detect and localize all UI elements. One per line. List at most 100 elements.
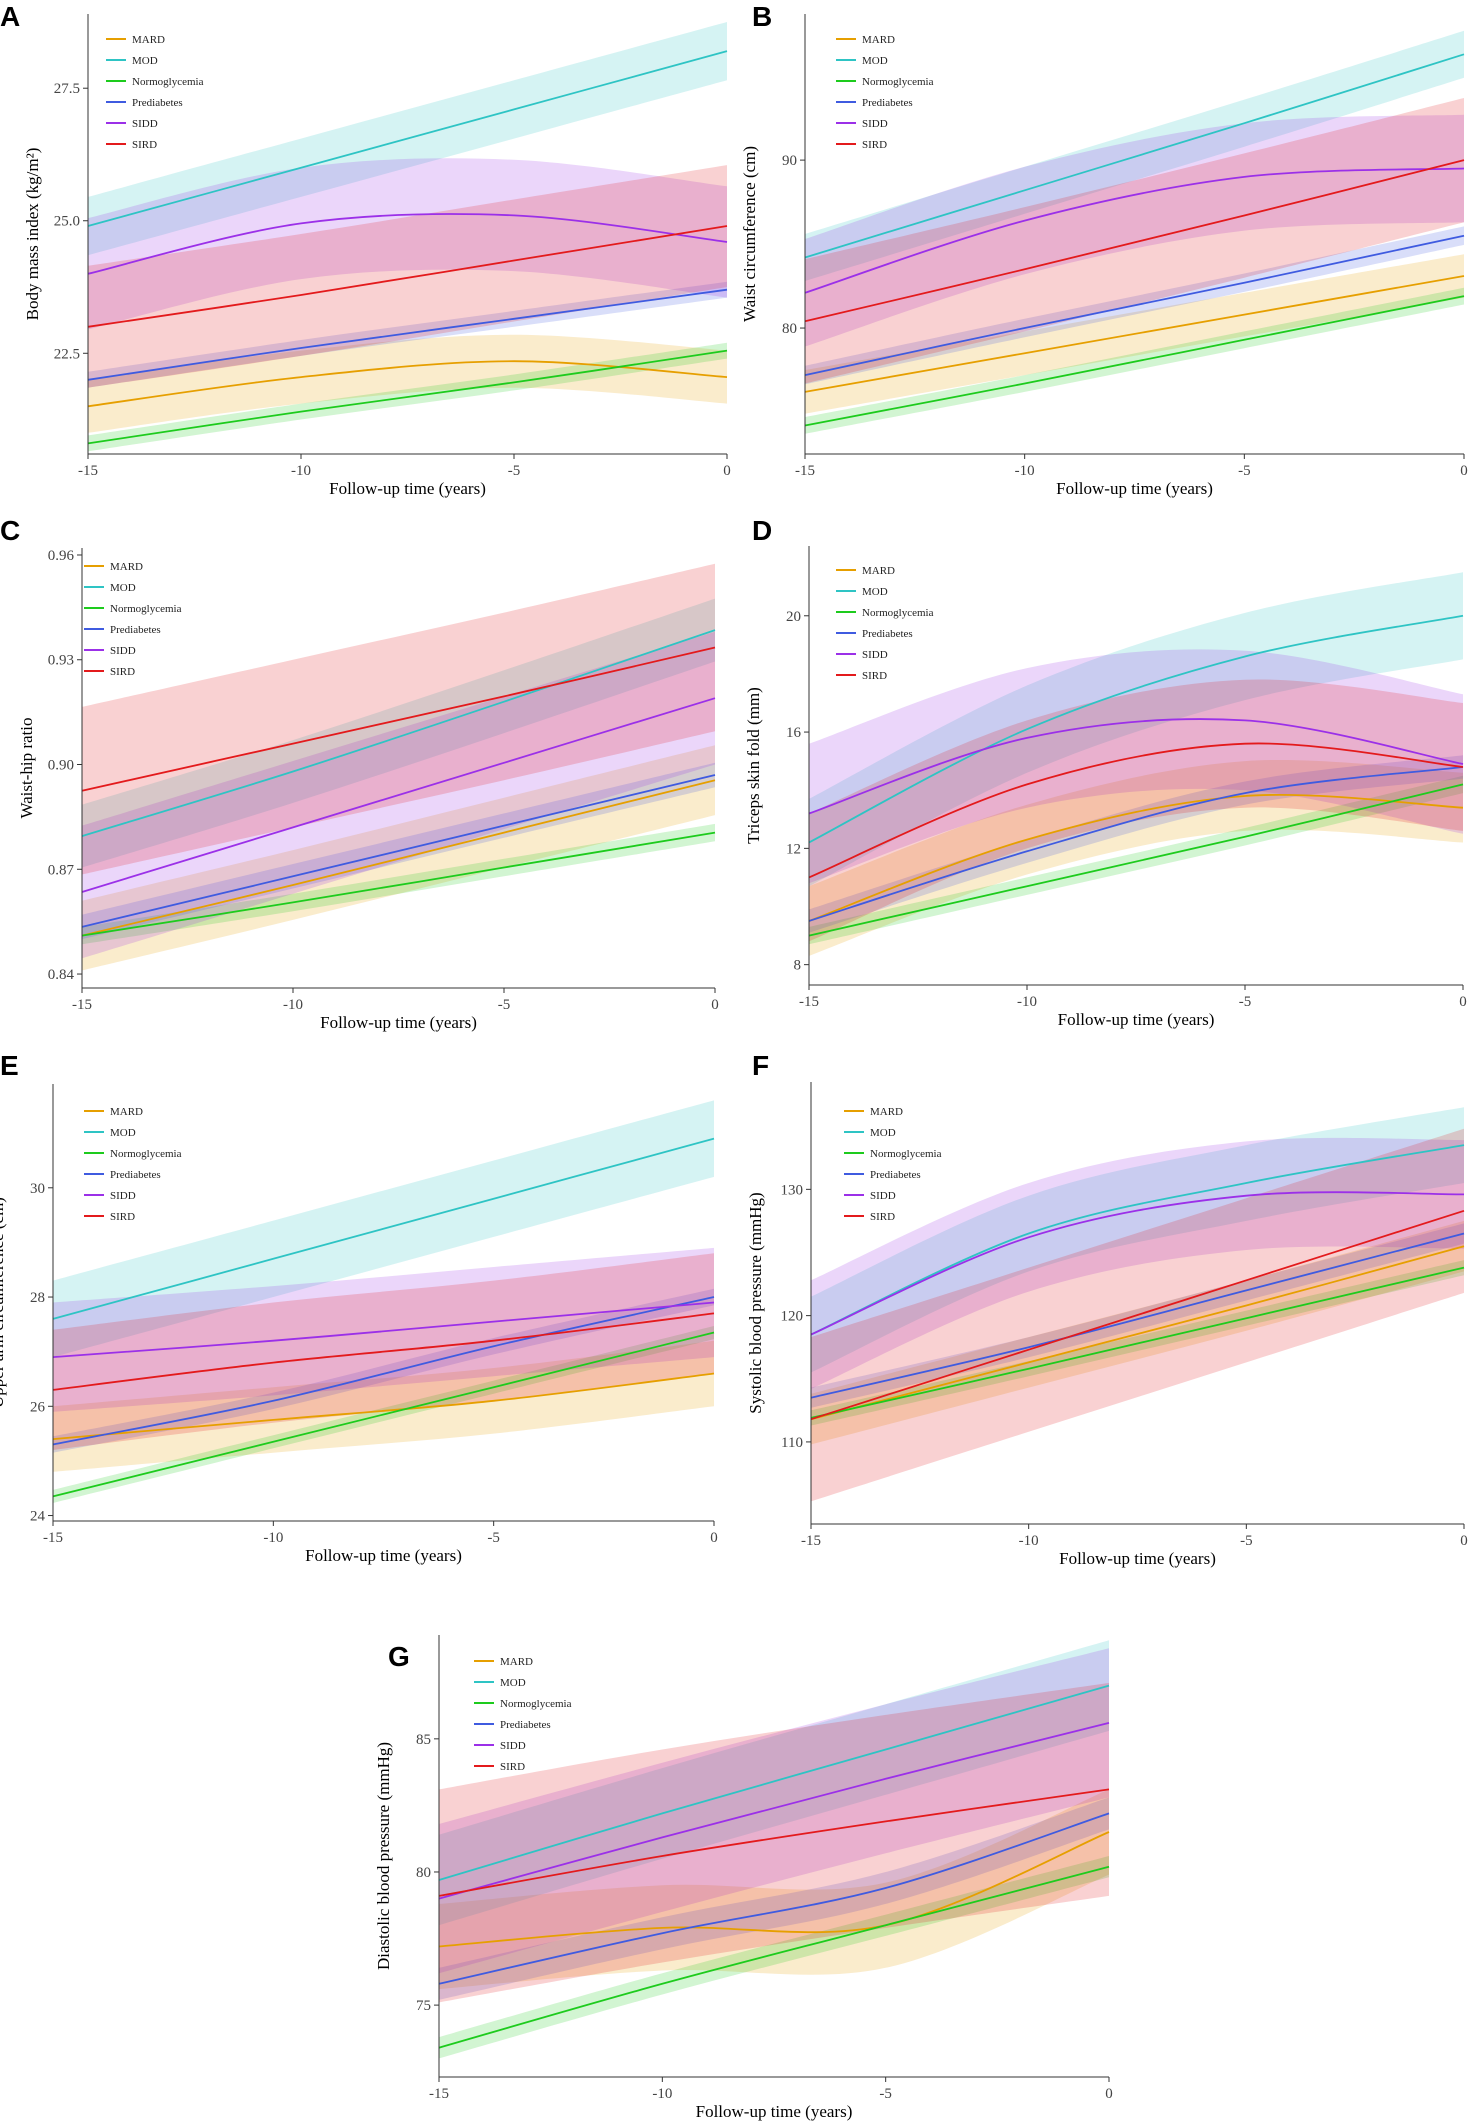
confidence-band-sidd xyxy=(88,158,727,330)
series-line-normoglycemia xyxy=(81,831,716,937)
x-tick-label: -10 xyxy=(1019,1533,1039,1549)
series-line-sidd xyxy=(87,213,728,275)
x-tick-label: 0 xyxy=(1105,2086,1113,2102)
y-tick-label: 26 xyxy=(30,1399,46,1415)
legend-label-mod: MOD xyxy=(110,1127,136,1139)
series-line-normoglycemia xyxy=(804,295,1465,427)
series-line-sidd xyxy=(438,1722,1110,1900)
series-line-mard xyxy=(808,793,1464,922)
series-line-mod xyxy=(52,1137,715,1320)
y-tick-label: 80 xyxy=(782,321,797,337)
y-tick-label: 24 xyxy=(30,1509,46,1525)
series-line-normoglycemia xyxy=(52,1331,715,1498)
series-line-mod xyxy=(438,1684,1110,1881)
legend-label-sidd: SIDD xyxy=(110,1190,136,1202)
legend: MARD MOD Normoglycemia Prediabetes SIDD SIRD xyxy=(836,565,934,682)
x-tick-label: -15 xyxy=(429,2086,449,2102)
x-tick-label: 0 xyxy=(711,997,719,1013)
legend-label-mod: MOD xyxy=(132,55,158,67)
x-tick-label: -15 xyxy=(799,994,819,1010)
legend-label-mard: MARD xyxy=(862,565,895,577)
y-axis-title: Triceps skin fold (mm) xyxy=(744,687,763,844)
series-line-mard xyxy=(81,779,716,937)
x-tick-label: -5 xyxy=(879,2086,892,2102)
y-axis-title: Body mass index (kg/m²) xyxy=(23,148,42,321)
confidence-band-normoglycemia xyxy=(439,1856,1109,2059)
legend-label-sidd: SIDD xyxy=(862,118,888,130)
legend-label-sird: SIRD xyxy=(110,1211,135,1223)
y-tick-label: 28 xyxy=(30,1290,45,1306)
series-line-mod xyxy=(804,53,1465,259)
y-tick-label: 16 xyxy=(786,725,802,741)
x-tick-label: -15 xyxy=(78,463,98,479)
confidence-band-sird xyxy=(439,1682,1109,2003)
y-tick-label: 85 xyxy=(416,1732,431,1748)
y-tick-label: 120 xyxy=(781,1309,804,1325)
legend-label-mard: MARD xyxy=(110,561,143,573)
y-tick-label: 0.87 xyxy=(48,862,75,878)
series-line-prediabetes xyxy=(810,1232,1465,1399)
series-line-sidd xyxy=(52,1301,715,1358)
legend-label-normoglycemia: Normoglycemia xyxy=(110,603,182,615)
x-tick-label: -15 xyxy=(801,1533,821,1549)
x-tick-label: -15 xyxy=(72,997,92,1013)
legend-label-sidd: SIDD xyxy=(870,1190,896,1202)
panel-f: F -15 -10 -5 0 110 120 130 Follow-up time (years… xyxy=(746,1050,1468,1568)
confidence-band-normoglycemia xyxy=(805,287,1464,434)
y-tick-label: 75 xyxy=(416,1998,431,2014)
y-tick-label: 110 xyxy=(781,1435,803,1451)
y-tick-label: 8 xyxy=(794,958,802,974)
legend-label-normoglycemia: Normoglycemia xyxy=(870,1148,942,1160)
series-line-mard xyxy=(87,360,728,408)
series-line-sird xyxy=(810,1209,1465,1421)
series-line-prediabetes xyxy=(52,1296,715,1446)
x-tick-label: 0 xyxy=(1459,994,1467,1010)
series-line-sird xyxy=(52,1312,715,1391)
legend-label-sird: SIRD xyxy=(870,1211,895,1223)
panel-c: C -15 -10 -5 0 0.84 0.87 0.90 0.93 0.96 Follow-up … xyxy=(0,515,719,1032)
legend-label-mod: MOD xyxy=(870,1127,896,1139)
y-tick-label: 80 xyxy=(416,1865,431,1881)
y-tick-label: 0.90 xyxy=(48,758,74,774)
y-axis-title: Systolic blood pressure (mmHg) xyxy=(746,1192,765,1413)
panel-b: B -15 -10 -5 0 80 90 Follow-up time (years) Wais… xyxy=(740,1,1468,498)
legend-label-mard: MARD xyxy=(110,1106,143,1118)
legend-label-sidd: SIDD xyxy=(862,649,888,661)
legend-label-sird: SIRD xyxy=(862,670,887,682)
confidence-band-prediabetes xyxy=(439,1797,1109,2000)
x-axis-title: Follow-up time (years) xyxy=(329,479,486,498)
y-axis-title: Upper arm circumference (cm) xyxy=(0,1197,7,1408)
series-line-sird xyxy=(808,742,1464,879)
legend: MARD MOD Normoglycemia Prediabetes SIDD SIRD xyxy=(84,1106,182,1223)
y-tick-label: 22.5 xyxy=(54,346,80,362)
confidence-band-mod xyxy=(82,598,715,868)
y-tick-label: 27.5 xyxy=(54,81,80,97)
panel-letter: C xyxy=(0,515,20,546)
legend: MARD MOD Normoglycemia Prediabetes SIDD SIRD xyxy=(84,561,182,678)
y-axis-title: Waist circumference (cm) xyxy=(740,146,759,322)
panel-letter: F xyxy=(752,1050,769,1081)
panel-letter: A xyxy=(0,1,20,32)
x-tick-label: -5 xyxy=(1239,994,1252,1010)
panel-g: G -15 -10 -5 0 75 80 85 Follow-up time (years) Di… xyxy=(374,1635,1113,2121)
series-line-prediabetes xyxy=(81,774,716,928)
panel-e: E -15 -10 -5 0 24 26 28 30 Follow-up time (years)… xyxy=(0,1050,718,1565)
y-tick-label: 30 xyxy=(30,1181,45,1197)
x-tick-label: -15 xyxy=(43,1530,63,1546)
legend-label-prediabetes: Prediabetes xyxy=(862,628,913,640)
legend-label-prediabetes: Prediabetes xyxy=(862,97,913,109)
series-line-normoglycemia xyxy=(808,783,1464,937)
y-tick-label: 20 xyxy=(786,609,801,625)
confidence-band-mod xyxy=(809,572,1463,887)
legend-label-mod: MOD xyxy=(500,1677,526,1689)
series-line-sidd xyxy=(810,1191,1465,1336)
series-line-mard xyxy=(438,1831,1110,1948)
legend-label-sidd: SIDD xyxy=(110,645,136,657)
series-line-mod xyxy=(87,50,728,227)
series-line-mod xyxy=(808,614,1464,844)
x-tick-label: -10 xyxy=(652,2086,672,2102)
confidence-band-sidd xyxy=(811,1137,1464,1389)
x-tick-label: -5 xyxy=(1240,1533,1253,1549)
legend-label-mod: MOD xyxy=(110,582,136,594)
